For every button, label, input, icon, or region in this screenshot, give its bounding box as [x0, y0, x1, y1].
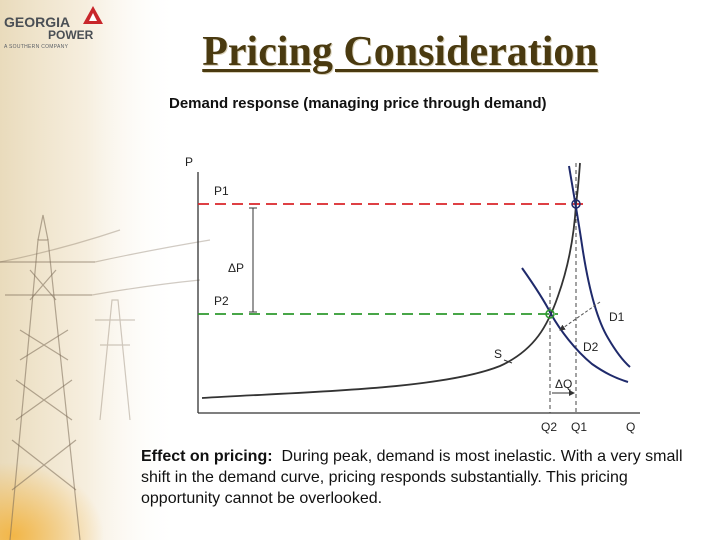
- p2-label: P2: [214, 294, 229, 308]
- effect-paragraph: Effect on pricing: During peak, demand i…: [141, 446, 701, 509]
- effect-label: Effect on pricing:: [141, 448, 273, 465]
- demand-shift-arrow: [559, 301, 601, 331]
- demand-curve-d1: [568, 165, 631, 368]
- equilibrium-p1-q1: [571, 199, 581, 209]
- georgia-power-logo: GEORGIA POWER A SOUTHERN COMPANY: [2, 2, 106, 52]
- demand-curve-d2: [521, 267, 629, 383]
- slide-subtitle: Demand response (managing price through …: [169, 95, 547, 112]
- delta-q-label: ΔQ: [555, 377, 572, 391]
- logo-line-2: POWER: [48, 28, 94, 42]
- supply-label: S: [494, 347, 502, 361]
- logo-line-3: A SOUTHERN COMPANY: [4, 44, 69, 50]
- equilibrium-p2-q2: [545, 309, 555, 319]
- logo-line-1: GEORGIA: [4, 14, 71, 30]
- p-axis-label: P: [185, 155, 193, 169]
- d2-label: D2: [583, 340, 599, 354]
- delta-p-label: ΔP: [228, 261, 244, 275]
- effect-text: During peak, demand is most inelastic. W…: [141, 448, 683, 507]
- q2-label: Q2: [541, 420, 557, 434]
- supply-label-leader: [503, 359, 513, 364]
- supply-curve: [201, 162, 581, 399]
- q1-label: Q1: [571, 420, 587, 434]
- d1-label: D1: [609, 310, 625, 324]
- p1-label: P1: [214, 184, 229, 198]
- q-axis-label: Q: [626, 420, 635, 434]
- triangle-logo-icon: [83, 6, 103, 24]
- slide-title: Pricing Consideration: [202, 29, 598, 75]
